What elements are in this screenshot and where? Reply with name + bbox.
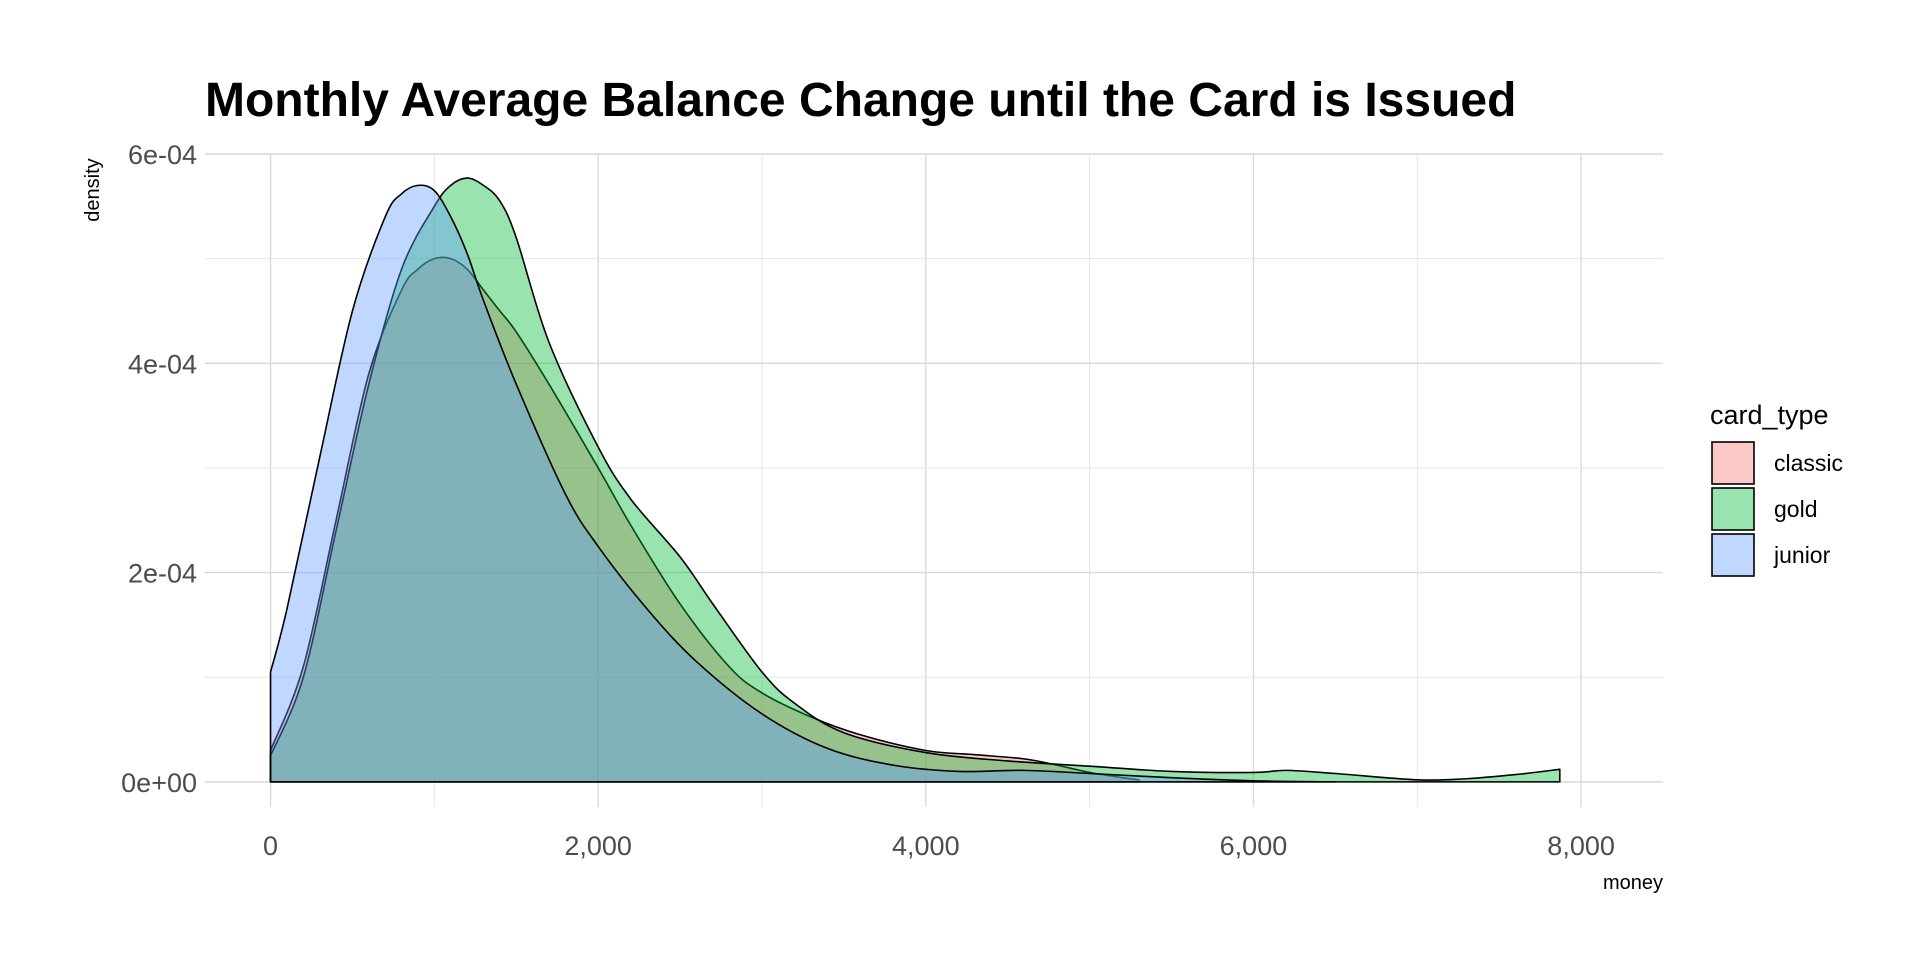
x-tick-label: 2,000 xyxy=(564,831,632,861)
y-tick-label: 2e-04 xyxy=(128,559,197,589)
y-tick-label: 6e-04 xyxy=(128,140,197,170)
legend-label-gold: gold xyxy=(1774,496,1817,522)
legend-title: card_type xyxy=(1710,400,1829,430)
legend-label-classic: classic xyxy=(1774,450,1843,476)
x-tick-label: 4,000 xyxy=(892,831,960,861)
x-axis-ticks: 0 2,000 4,000 6,000 8,000 xyxy=(263,831,1615,861)
y-axis-ticks: 0e+00 2e-04 4e-04 6e-04 xyxy=(121,140,197,798)
x-axis-title: money xyxy=(1603,872,1663,894)
x-tick-label: 8,000 xyxy=(1547,831,1615,861)
legend-key-junior xyxy=(1711,533,1755,577)
x-tick-label: 6,000 xyxy=(1220,831,1288,861)
legend: card_type classic gold junior xyxy=(1710,400,1843,577)
density-area-junior xyxy=(269,184,1337,783)
y-axis-title: density xyxy=(82,158,104,221)
legend-label-junior: junior xyxy=(1773,542,1831,568)
x-tick-label: 0 xyxy=(263,831,278,861)
density-area-gold xyxy=(269,177,1561,783)
y-tick-label: 0e+00 xyxy=(121,768,197,798)
y-tick-label: 4e-04 xyxy=(128,349,197,379)
legend-key-classic xyxy=(1711,441,1755,485)
chart-title: Monthly Average Balance Change until the… xyxy=(205,74,1516,127)
density-areas xyxy=(269,177,1561,783)
legend-key-gold xyxy=(1711,487,1755,531)
